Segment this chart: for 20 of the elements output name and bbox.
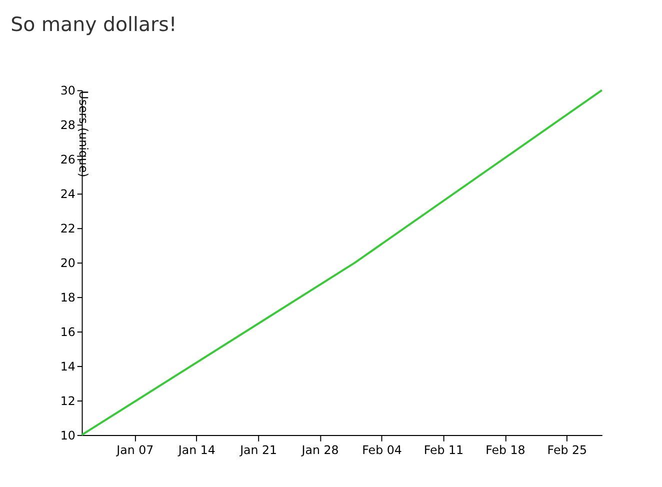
y-tick-label: 20 xyxy=(60,256,76,270)
x-tick-label: Jan 14 xyxy=(177,443,216,458)
x-tick-label: Jan 28 xyxy=(300,443,339,458)
y-tick-label: 22 xyxy=(60,222,76,236)
y-tick-label: 30 xyxy=(60,84,76,98)
y-tick-label: 24 xyxy=(60,187,76,202)
x-tick-label: Feb 11 xyxy=(424,443,464,458)
x-tick-label: Jan 21 xyxy=(239,443,278,458)
chart-title: So many dollars! xyxy=(10,13,177,36)
x-tick-label: Feb 25 xyxy=(547,443,587,458)
y-tick-label: 18 xyxy=(60,290,76,304)
y-tick-label: 26 xyxy=(60,152,76,167)
y-tick-label: 12 xyxy=(60,394,76,408)
x-tick-label: Jan 07 xyxy=(116,443,154,458)
x-tick-label: Feb 04 xyxy=(362,443,402,458)
y-tick-label: 28 xyxy=(60,118,76,132)
x-tick-label: Feb 18 xyxy=(486,443,526,458)
y-tick-label: 14 xyxy=(60,359,76,374)
y-tick-label: 10 xyxy=(60,428,76,442)
y-tick-label: 16 xyxy=(60,324,76,339)
